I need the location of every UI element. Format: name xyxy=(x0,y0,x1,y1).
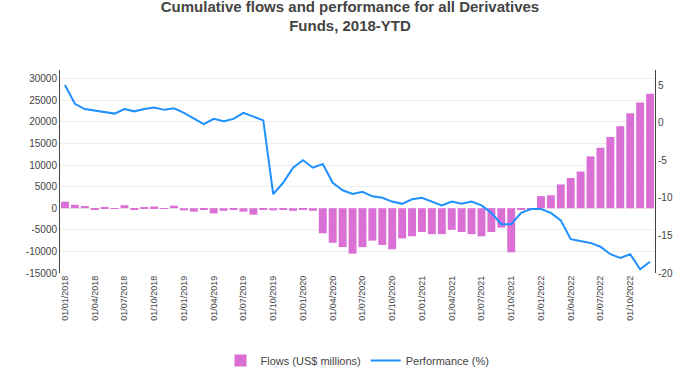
svg-text:01/10/2021: 01/10/2021 xyxy=(506,276,516,321)
svg-text:01/10/2019: 01/10/2019 xyxy=(268,276,278,321)
svg-text:01/10/2018: 01/10/2018 xyxy=(149,276,159,321)
svg-text:01/04/2019: 01/04/2019 xyxy=(209,276,219,321)
svg-text:01/10/2022: 01/10/2022 xyxy=(625,276,635,321)
svg-text:Flows (US$ millions): Flows (US$ millions) xyxy=(261,355,361,367)
svg-text:0: 0 xyxy=(658,117,664,128)
svg-text:30000: 30000 xyxy=(29,73,57,84)
svg-text:01/01/2021: 01/01/2021 xyxy=(417,276,427,321)
svg-text:01/07/2021: 01/07/2021 xyxy=(476,276,486,321)
svg-text:01/07/2019: 01/07/2019 xyxy=(238,276,248,321)
svg-text:01/04/2020: 01/04/2020 xyxy=(328,276,338,321)
svg-text:01/01/2020: 01/01/2020 xyxy=(298,276,308,321)
svg-text:01/10/2020: 01/10/2020 xyxy=(387,276,397,321)
svg-text:5000: 5000 xyxy=(35,181,58,192)
svg-text:-5000: -5000 xyxy=(31,224,57,235)
svg-text:01/07/2020: 01/07/2020 xyxy=(357,276,367,321)
svg-text:5: 5 xyxy=(658,80,664,91)
svg-text:01/04/2021: 01/04/2021 xyxy=(447,276,457,321)
svg-text:15000: 15000 xyxy=(29,138,57,149)
svg-text:25000: 25000 xyxy=(29,95,57,106)
svg-text:01/01/2019: 01/01/2019 xyxy=(179,276,189,321)
svg-text:01/04/2022: 01/04/2022 xyxy=(566,276,576,321)
svg-text:Cumulative flows and performan: Cumulative flows and performance for all… xyxy=(161,0,539,34)
svg-text:01/01/2022: 01/01/2022 xyxy=(536,276,546,321)
svg-text:Performance (%): Performance (%) xyxy=(406,355,489,367)
svg-text:-15: -15 xyxy=(658,230,673,241)
svg-text:-10000: -10000 xyxy=(26,246,58,257)
svg-text:-10: -10 xyxy=(658,192,673,203)
svg-text:10000: 10000 xyxy=(29,160,57,171)
svg-text:0: 0 xyxy=(51,203,57,214)
svg-text:01/04/2018: 01/04/2018 xyxy=(90,276,100,321)
svg-text:01/01/2018: 01/01/2018 xyxy=(60,276,70,321)
svg-text:01/07/2022: 01/07/2022 xyxy=(595,276,605,321)
svg-text:01/07/2018: 01/07/2018 xyxy=(119,276,129,321)
svg-text:-20: -20 xyxy=(658,268,673,279)
svg-text:-15000: -15000 xyxy=(26,268,58,279)
svg-text:20000: 20000 xyxy=(29,116,57,127)
svg-text:-5: -5 xyxy=(658,155,667,166)
